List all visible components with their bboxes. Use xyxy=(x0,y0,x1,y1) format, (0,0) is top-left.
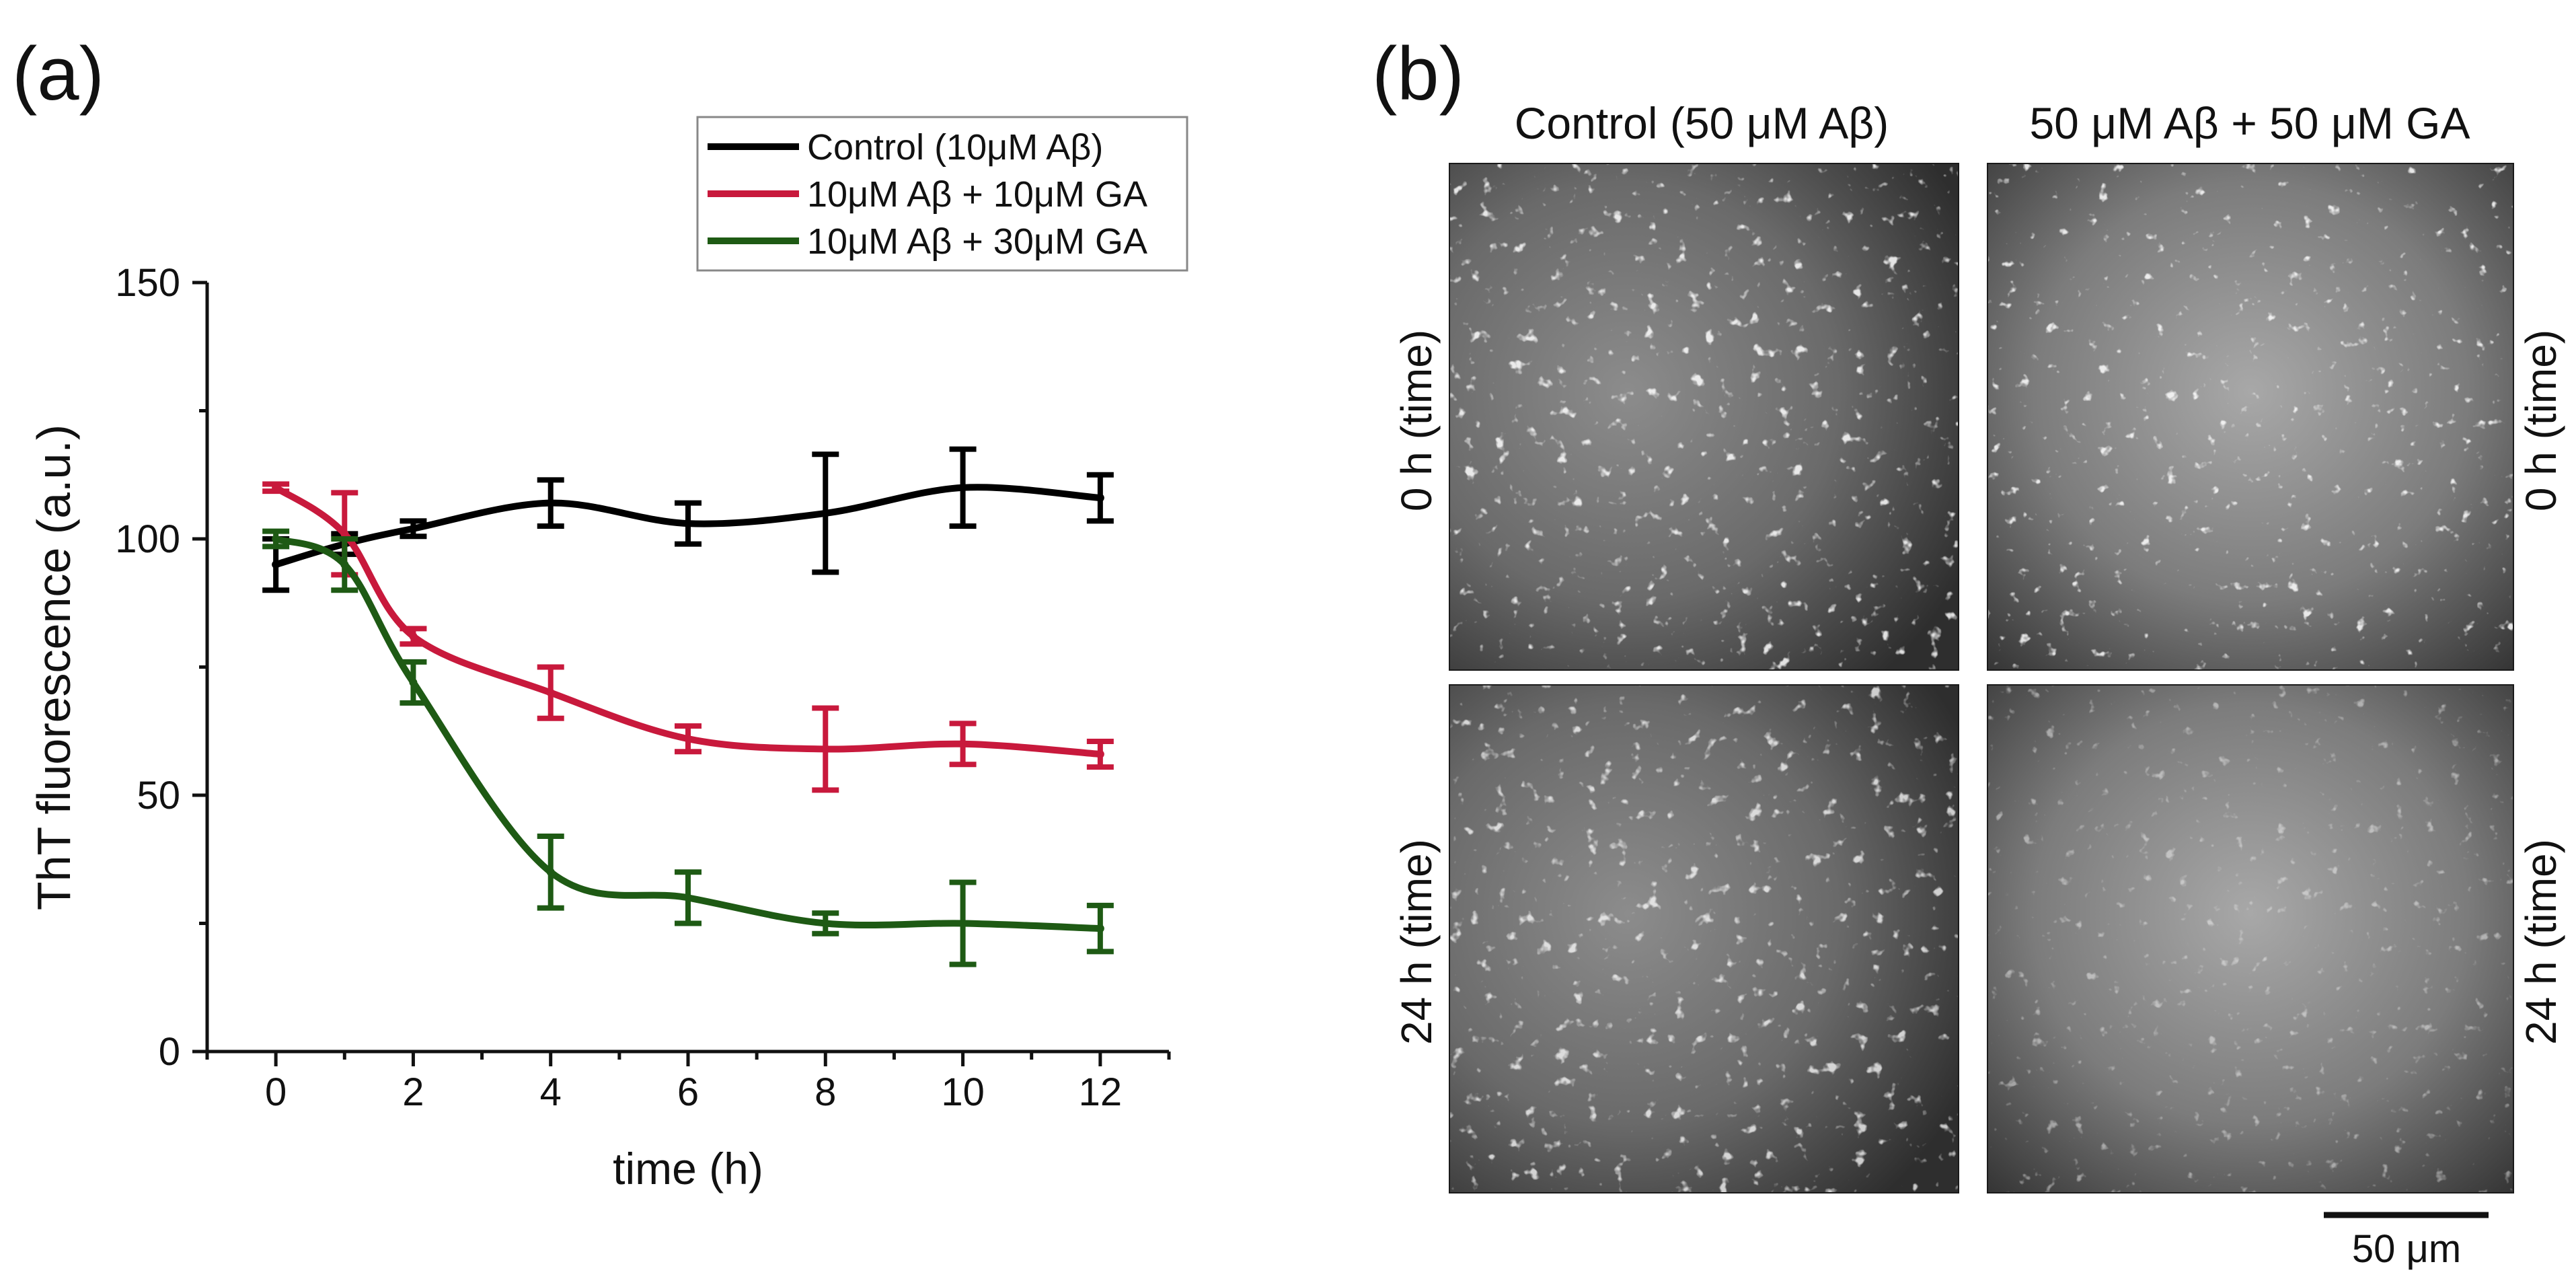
data-point xyxy=(684,519,692,528)
data-point xyxy=(409,632,418,640)
data-point xyxy=(340,529,349,538)
series-layer xyxy=(262,446,1114,967)
row-label-right-0h: 0 h (time) xyxy=(2517,330,2565,511)
data-point xyxy=(958,739,967,748)
legend-item: Control (10μM Aβ) xyxy=(708,127,1103,168)
micrograph-ga-24h xyxy=(1987,684,2514,1193)
legend-label: 10μM Aβ + 30μM GA xyxy=(807,221,1147,262)
data-point xyxy=(546,499,555,507)
row-label-left-24h: 24 h (time) xyxy=(1392,839,1441,1045)
series-1 xyxy=(262,446,1114,593)
legend-label: Control (10μM Aβ) xyxy=(807,127,1103,168)
data-point xyxy=(340,560,349,569)
x-tick-label: 2 xyxy=(402,1070,424,1114)
x-tick-label: 12 xyxy=(1079,1070,1123,1114)
data-point xyxy=(821,509,830,517)
y-tick-label: 100 xyxy=(115,517,180,561)
data-point xyxy=(1096,924,1104,933)
legend-items: Control (10μM Aβ) 10μM Aβ + 10μM GA 10μM A… xyxy=(708,127,1147,262)
legend-item: 10μM Aβ + 10μM GA xyxy=(708,174,1147,215)
data-point xyxy=(1096,494,1104,503)
y-tick-label: 150 xyxy=(115,261,180,305)
y-tick-label: 0 xyxy=(159,1030,180,1074)
legend-label: 10μM Aβ + 10μM GA xyxy=(807,174,1147,215)
column-title-ga: 50 μM Aβ + 50 μM GA xyxy=(2029,98,2470,148)
y-axis-label: ThT fluorescence (a.u.) xyxy=(28,425,80,910)
series-line xyxy=(272,536,1104,932)
data-point xyxy=(546,868,555,877)
x-tick-label: 8 xyxy=(815,1070,836,1114)
micrograph-control-24h xyxy=(1449,684,1959,1193)
data-point xyxy=(272,535,280,543)
y-axis: 0 50 100 150 xyxy=(115,261,209,1074)
x-tick-label: 6 xyxy=(677,1070,699,1114)
x-axis-label: time (h) xyxy=(613,1144,763,1193)
scale-bar-label: 50 μm xyxy=(2352,1227,2461,1271)
series-3 xyxy=(262,528,1114,967)
micrograph-ga-0h xyxy=(1987,163,2514,671)
data-point xyxy=(684,735,692,743)
data-point xyxy=(958,919,967,928)
panel-b-label: (b) xyxy=(1372,32,1464,116)
series-line xyxy=(272,484,1104,568)
data-point xyxy=(958,483,967,492)
plot-area: 0 50 100 150 0 2 4 6 8 10 12 time (h) ThT fluores… xyxy=(28,261,1171,1193)
data-point xyxy=(821,919,830,928)
data-point xyxy=(409,678,418,687)
legend-item: 10μM Aβ + 30μM GA xyxy=(708,221,1147,262)
x-tick-label: 4 xyxy=(540,1070,562,1114)
row-label-right-24h: 24 h (time) xyxy=(2517,839,2565,1045)
x-tick-label: 10 xyxy=(941,1070,985,1114)
x-ticks: 0 2 4 6 8 10 12 xyxy=(205,1052,1171,1114)
data-point xyxy=(546,688,555,697)
series-line xyxy=(272,484,1104,758)
y-tick-label: 50 xyxy=(137,774,180,817)
data-point xyxy=(272,560,280,569)
scale-bar: 50 μm xyxy=(2324,1212,2489,1271)
micrograph-control-0h xyxy=(1449,163,1959,671)
legend: Control (10μM Aβ) 10μM Aβ + 10μM GA 10μM A… xyxy=(696,116,1188,272)
data-point xyxy=(1096,750,1104,759)
panel-a-label: (a) xyxy=(12,32,104,116)
column-title-control: Control (50 μM Aβ) xyxy=(1515,98,1889,148)
row-label-left-0h: 0 h (time) xyxy=(1392,330,1441,511)
data-point xyxy=(409,524,418,533)
data-point xyxy=(821,745,830,753)
y-ticks: 0 50 100 150 xyxy=(115,261,207,1074)
x-axis: 0 2 4 6 8 10 12 xyxy=(205,1050,1171,1114)
x-tick-label: 0 xyxy=(265,1070,287,1114)
series-2 xyxy=(262,481,1114,793)
data-point xyxy=(684,893,692,902)
data-point xyxy=(272,483,280,492)
